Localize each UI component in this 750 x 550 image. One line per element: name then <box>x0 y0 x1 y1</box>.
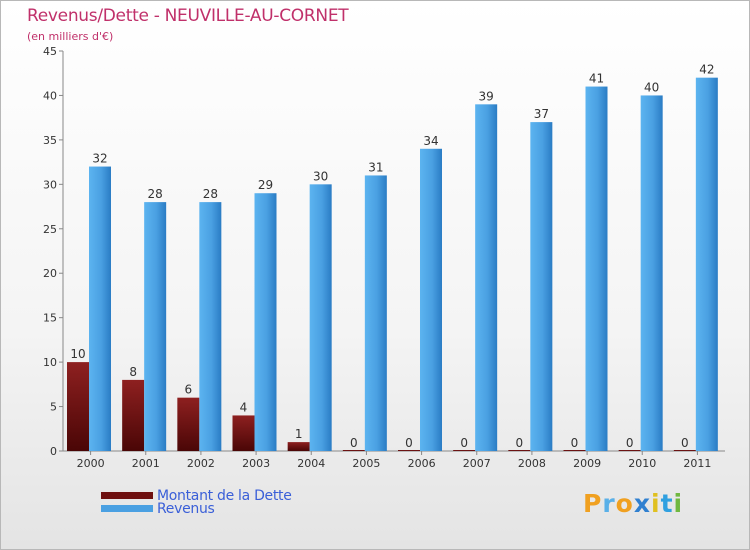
x-tick-label: 2004 <box>297 457 325 470</box>
data-label-revenus: 41 <box>589 72 604 86</box>
bar-revenus <box>695 77 718 452</box>
bar-dette <box>453 450 476 451</box>
data-label-revenus: 39 <box>479 89 494 103</box>
y-tick-label: 5 <box>50 401 57 414</box>
x-tick-label: 2011 <box>683 457 711 470</box>
data-label-dette: 0 <box>626 436 634 450</box>
x-tick-label: 2001 <box>132 457 160 470</box>
data-label-revenus: 34 <box>423 134 438 148</box>
data-label-revenus: 42 <box>699 63 714 77</box>
bar-dette <box>398 450 420 451</box>
data-label-dette: 0 <box>460 436 468 450</box>
bar-revenus <box>530 122 553 451</box>
logo-letter: x <box>633 489 651 518</box>
data-label-revenus: 28 <box>148 187 163 201</box>
bar-revenus <box>364 175 387 451</box>
x-tick-label: 2002 <box>187 457 215 470</box>
data-label-revenus: 30 <box>313 169 328 183</box>
logo-letter: r <box>602 489 616 518</box>
data-label-dette: 0 <box>516 436 524 450</box>
logo-letter: t <box>660 489 674 518</box>
bar-revenus <box>254 193 277 451</box>
x-tick-label: 2006 <box>408 457 436 470</box>
logo-letter: i <box>651 489 661 518</box>
bar-dette <box>232 415 255 451</box>
y-tick-label: 40 <box>43 89 57 102</box>
chart-title: Revenus/Dette - NEUVILLE-AU-CORNET <box>27 6 349 26</box>
bar-revenus <box>89 166 111 452</box>
bar-revenus <box>199 202 222 451</box>
data-label-dette: 0 <box>571 436 579 450</box>
bar-revenus <box>640 95 663 451</box>
x-tick-label: 2010 <box>628 457 656 470</box>
x-tick-label: 2000 <box>77 457 105 470</box>
bar-revenus <box>144 202 167 451</box>
data-label-dette: 10 <box>70 347 85 361</box>
bar-dette <box>673 450 696 451</box>
y-tick-label: 25 <box>43 223 57 236</box>
bar-revenus <box>475 104 498 451</box>
data-label-dette: 4 <box>240 400 248 414</box>
bar-revenus <box>585 86 608 452</box>
x-tick-label: 2005 <box>352 457 380 470</box>
data-label-dette: 8 <box>129 365 137 379</box>
y-tick-label: 20 <box>43 267 57 280</box>
y-tick-label: 35 <box>43 134 57 147</box>
data-label-revenus: 40 <box>644 80 659 94</box>
bar-dette <box>287 442 310 451</box>
bar-dette <box>563 450 586 451</box>
bar-dette <box>122 379 145 451</box>
logo-letter: o <box>615 489 634 518</box>
logo-letter: P <box>583 489 603 518</box>
bar-revenus <box>420 148 442 451</box>
data-label-revenus: 37 <box>534 107 549 121</box>
y-tick-label: 45 <box>43 45 57 58</box>
bar-dette <box>618 450 641 451</box>
legend-swatch-revenus <box>101 505 153 512</box>
proxiti-logo: Proxiti <box>583 489 683 518</box>
data-label-revenus: 28 <box>203 187 218 201</box>
data-label-dette: 0 <box>350 436 358 450</box>
data-label-dette: 6 <box>185 383 193 397</box>
bar-dette <box>67 362 89 451</box>
bar-dette <box>342 450 365 451</box>
bar-dette <box>508 450 531 451</box>
y-tick-label: 30 <box>43 178 57 191</box>
y-tick-label: 10 <box>43 356 57 369</box>
legend-label-revenus: Revenus <box>157 501 215 517</box>
x-tick-label: 2008 <box>518 457 546 470</box>
y-tick-label: 15 <box>43 312 57 325</box>
data-label-revenus: 32 <box>92 152 107 166</box>
logo-letter: i <box>673 489 684 518</box>
x-tick-label: 2009 <box>573 457 601 470</box>
bar-revenus <box>309 184 332 452</box>
data-label-revenus: 31 <box>368 160 383 174</box>
data-label-dette: 0 <box>405 436 413 450</box>
chart-subtitle: (en milliers d'€) <box>27 30 114 43</box>
y-tick-label: 0 <box>50 445 57 458</box>
x-tick-label: 2003 <box>242 457 270 470</box>
data-label-dette: 0 <box>681 436 689 450</box>
legend-swatch-dette <box>101 492 153 499</box>
data-label-revenus: 29 <box>258 178 273 192</box>
bar-dette <box>177 397 200 451</box>
data-label-dette: 1 <box>295 427 303 441</box>
legend-label-dette: Montant de la Dette <box>157 488 292 504</box>
x-tick-label: 2007 <box>463 457 491 470</box>
